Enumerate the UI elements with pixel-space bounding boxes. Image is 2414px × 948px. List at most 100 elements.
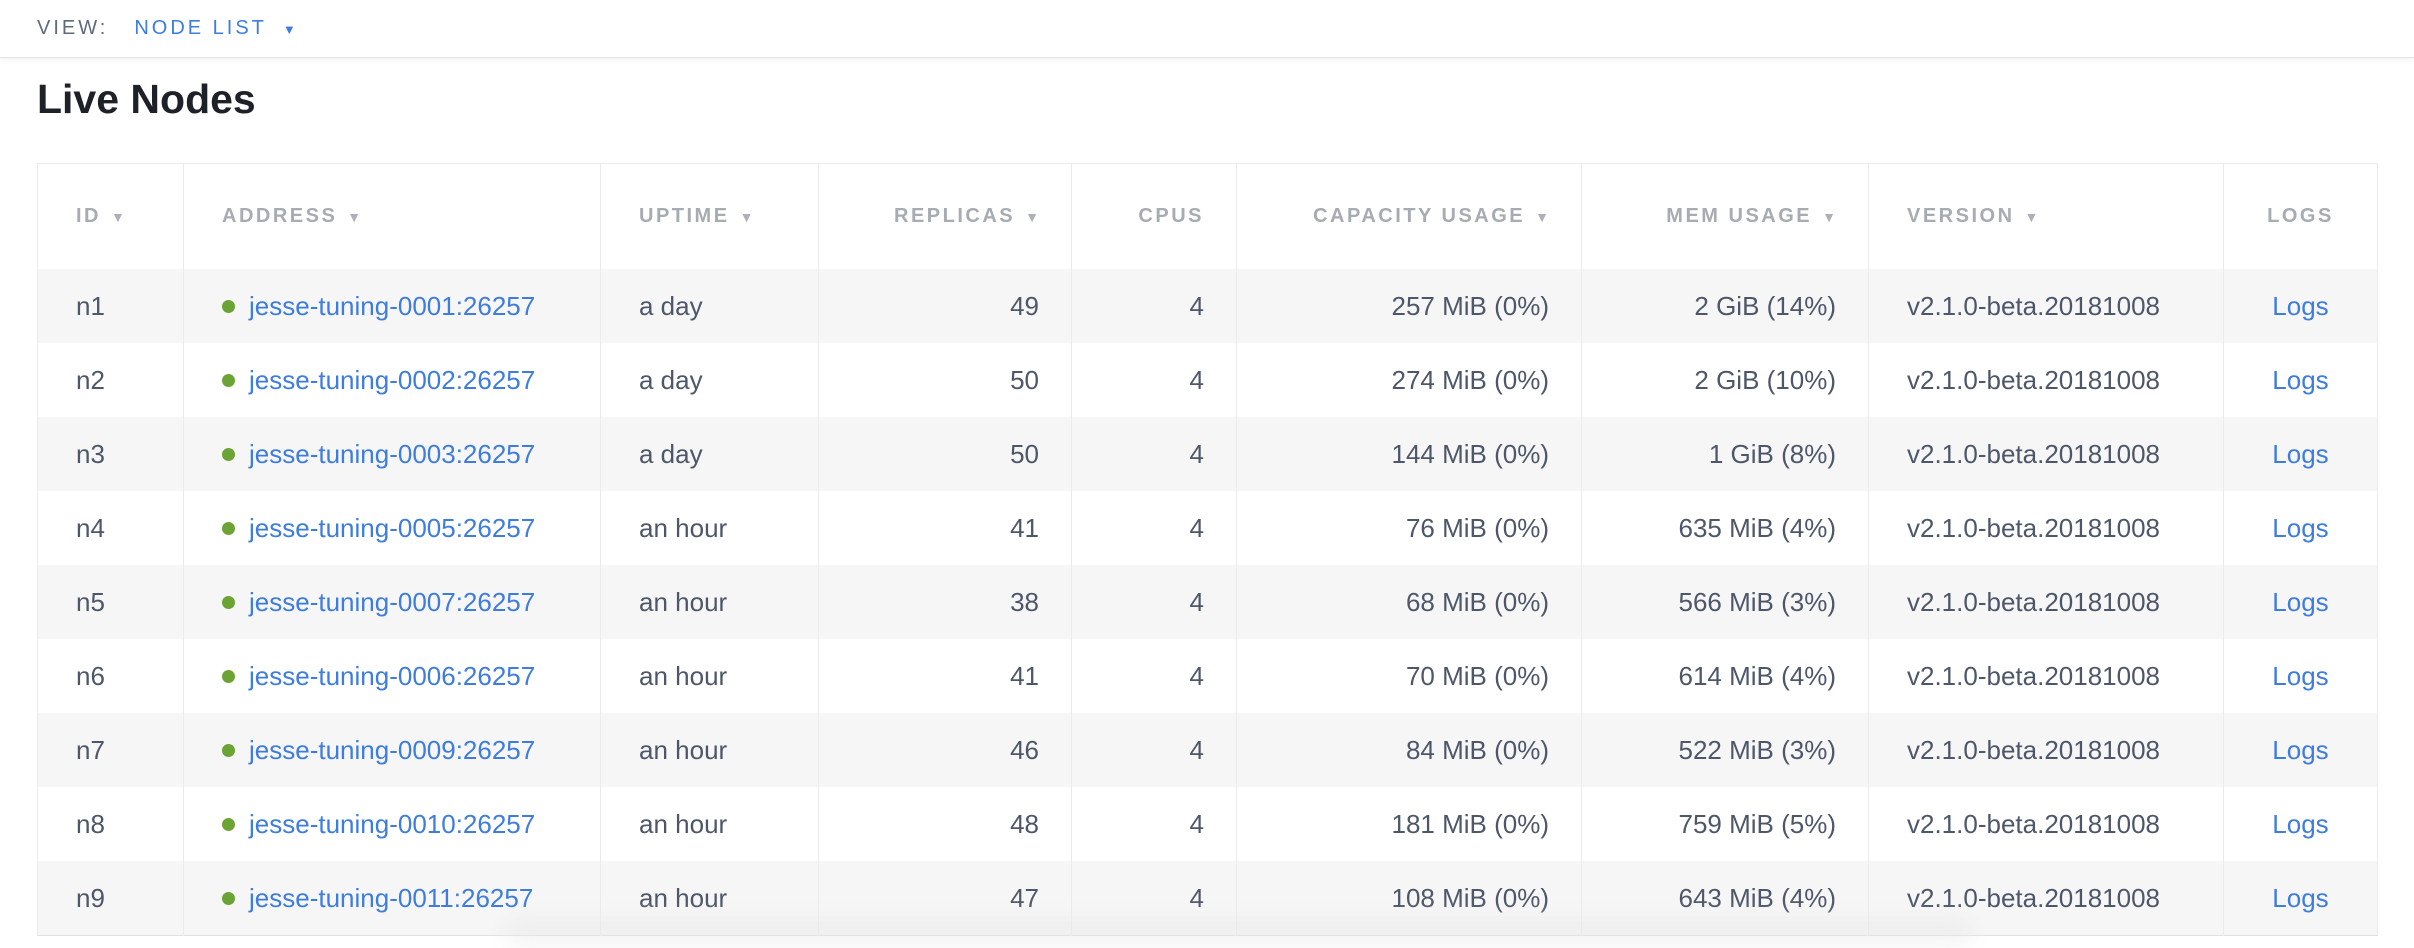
node-address-link[interactable]: jesse-tuning-0005:26257 [249,512,536,543]
node-id-value: n7 [76,734,105,765]
node-version-cell: v2.1.0-beta.20181008 [1868,269,2224,343]
node-version-value: v2.1.0-beta.20181008 [1907,734,2160,765]
node-uptime-value: a day [639,290,703,321]
node-version-cell: v2.1.0-beta.20181008 [1868,343,2224,417]
node-live-status-icon [222,892,235,906]
node-cpus-cell: 4 [1071,713,1237,787]
node-address-link[interactable]: jesse-tuning-0011:26257 [249,882,534,913]
node-id-cell: n2 [38,343,184,417]
node-cpus-cell: 4 [1071,491,1237,565]
node-address-link[interactable]: jesse-tuning-0001:26257 [249,290,536,321]
node-capacity-cell: 274 MiB (0%) [1236,343,1582,417]
node-replicas-cell: 38 [818,565,1072,639]
node-cpus-value: 4 [1189,660,1204,691]
logs-link[interactable]: Logs [2272,734,2329,765]
logs-link[interactable]: Logs [2272,512,2329,543]
node-uptime-value: an hour [639,882,728,913]
node-row: n2 jesse-tuning-0002:26257 a day 50 4 274 MiB… [37,343,2378,417]
live-nodes-section: ID ▼ ADDRESS ▼ UPTIME ▼ REPLICAS ▼ CPUS CAPACITY … [37,163,2378,936]
logs-link[interactable]: Logs [2272,364,2329,395]
sort-desc-icon: ▼ [1535,209,1549,225]
column-header-label: MEM USAGE [1666,205,1813,227]
node-mem-value: 643 MiB (4%) [1678,882,1837,913]
node-version-cell: v2.1.0-beta.20181008 [1868,565,2224,639]
node-cpus-value: 4 [1189,882,1204,913]
node-address-link[interactable]: jesse-tuning-0010:26257 [249,808,536,839]
logs-link[interactable]: Logs [2272,438,2329,469]
node-logs-cell: Logs [2223,343,2378,417]
node-replicas-value: 41 [1010,660,1039,691]
sort-desc-icon: ▼ [1822,209,1836,225]
logs-link[interactable]: Logs [2272,290,2329,321]
node-version-value: v2.1.0-beta.20181008 [1907,660,2160,691]
table-header-row: ID ▼ ADDRESS ▼ UPTIME ▼ REPLICAS ▼ CPUS CAPACITY … [37,163,2378,269]
node-mem-cell: 2 GiB (10%) [1581,343,1869,417]
node-id-cell: n3 [38,417,184,491]
column-header-id[interactable]: ID ▼ [37,163,184,269]
node-address-cell: jesse-tuning-0003:26257 [183,417,601,491]
node-mem-value: 522 MiB (3%) [1678,734,1837,765]
column-header-label: CPUS [1138,205,1204,227]
view-switcher-bar: VIEW: NODE LIST ▼ [0,0,2414,58]
column-header-label: UPTIME [639,205,730,227]
logs-link[interactable]: Logs [2272,882,2329,913]
node-mem-value: 759 MiB (5%) [1678,808,1837,839]
node-replicas-cell: 49 [818,269,1072,343]
node-replicas-cell: 50 [818,417,1072,491]
column-header-replicas[interactable]: REPLICAS ▼ [818,163,1072,269]
column-header-mem[interactable]: MEM USAGE ▼ [1581,163,1869,269]
node-id-value: n2 [76,364,105,395]
column-header-label: REPLICAS [894,205,1016,227]
node-mem-value: 2 GiB (10%) [1694,364,1836,395]
node-capacity-cell: 257 MiB (0%) [1236,269,1582,343]
node-capacity-value: 274 MiB (0%) [1391,364,1550,395]
node-capacity-value: 181 MiB (0%) [1391,808,1550,839]
node-address-link[interactable]: jesse-tuning-0006:26257 [249,660,536,691]
logs-link[interactable]: Logs [2272,660,2329,691]
node-uptime-cell: a day [600,269,819,343]
node-uptime-value: a day [639,364,703,395]
column-header-capacity[interactable]: CAPACITY USAGE ▼ [1236,163,1582,269]
node-uptime-cell: an hour [600,491,819,565]
node-live-status-icon [222,596,235,610]
node-replicas-value: 47 [1010,882,1039,913]
node-row: n8 jesse-tuning-0010:26257 an hour 48 4 181 M… [37,787,2378,861]
sort-desc-icon: ▼ [111,209,125,225]
node-cpus-value: 4 [1189,438,1204,469]
node-id-value: n3 [76,438,105,469]
column-header-version[interactable]: VERSION ▼ [1868,163,2224,269]
node-cpus-cell: 4 [1071,343,1237,417]
node-id-value: n6 [76,660,105,691]
node-cpus-value: 4 [1189,364,1204,395]
node-replicas-value: 38 [1010,586,1039,617]
column-header-uptime[interactable]: UPTIME ▼ [600,163,819,269]
node-address-link[interactable]: jesse-tuning-0009:26257 [249,734,536,765]
node-uptime-cell: a day [600,417,819,491]
node-address-link[interactable]: jesse-tuning-0002:26257 [249,364,536,395]
node-id-cell: n1 [38,269,184,343]
node-version-value: v2.1.0-beta.20181008 [1907,512,2160,543]
logs-link[interactable]: Logs [2272,808,2329,839]
node-uptime-value: a day [639,438,703,469]
node-cpus-cell: 4 [1071,787,1237,861]
node-capacity-value: 76 MiB (0%) [1405,512,1549,543]
node-id-cell: n9 [38,861,184,936]
node-uptime-value: an hour [639,512,728,543]
node-cpus-value: 4 [1189,290,1204,321]
node-capacity-value: 70 MiB (0%) [1405,660,1549,691]
node-live-status-icon [222,744,235,758]
view-dropdown[interactable]: NODE LIST ▼ [134,17,295,40]
column-header-label: ID [76,205,101,227]
live-nodes-table: ID ▼ ADDRESS ▼ UPTIME ▼ REPLICAS ▼ CPUS CAPACITY … [37,163,2378,936]
node-address-link[interactable]: jesse-tuning-0007:26257 [249,586,536,617]
node-uptime-cell: an hour [600,639,819,713]
node-address-link[interactable]: jesse-tuning-0003:26257 [249,438,536,469]
column-header-address[interactable]: ADDRESS ▼ [183,163,601,269]
column-header-logs: LOGS [2223,163,2378,269]
logs-link[interactable]: Logs [2272,586,2329,617]
node-replicas-cell: 41 [818,491,1072,565]
node-logs-cell: Logs [2223,713,2378,787]
node-id-value: n1 [76,290,105,321]
node-version-value: v2.1.0-beta.20181008 [1907,290,2160,321]
node-mem-value: 2 GiB (14%) [1694,290,1836,321]
